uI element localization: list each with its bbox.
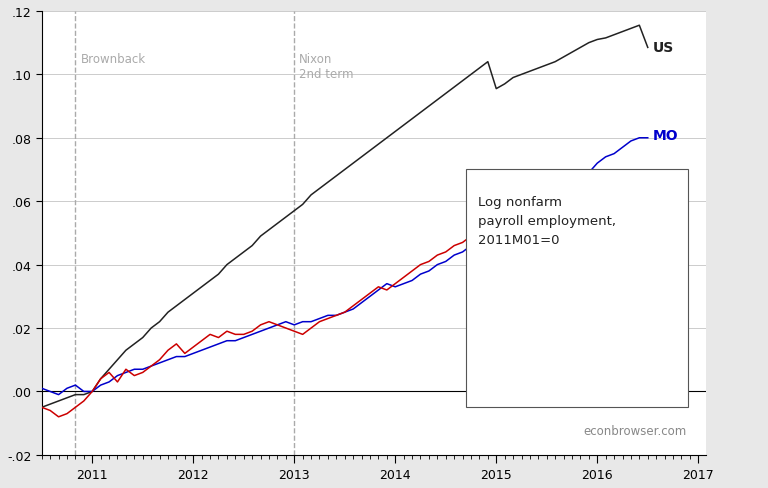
Text: Nixon
2nd term: Nixon 2nd term [300,53,354,81]
Text: KS: KS [653,226,674,241]
Text: econbrowser.com: econbrowser.com [583,424,687,437]
Text: MO: MO [653,128,678,142]
Text: US: US [653,41,674,55]
Text: Brownback: Brownback [81,53,146,66]
FancyBboxPatch shape [466,170,688,407]
Text: Log nonfarm
payroll employment,
2011M01=0: Log nonfarm payroll employment, 2011M01=… [478,196,616,246]
